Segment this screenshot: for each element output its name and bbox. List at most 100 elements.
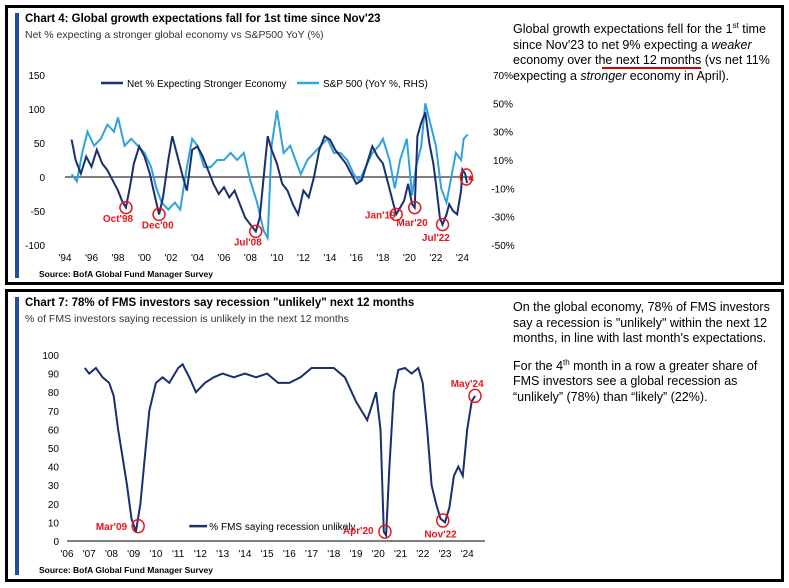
trough-annotation-circle [152,207,166,222]
x-tick-label: '12 [194,549,207,560]
trough-annotation-label: Dec'00 [142,221,174,232]
note-text: economy over the next 12 months [513,53,702,68]
x-tick-label: '19 [350,549,363,560]
annotation-label: May'24 [451,379,484,390]
note-text: Global growth expectations fell for the … [513,22,733,37]
commentary-growth: Global growth expectations fell for the … [513,18,775,92]
trough-annotation-label: Jul'08 [234,238,262,249]
series-line-recession-unlikely [84,362,476,539]
latest-reading-circle [459,168,474,186]
x-tick-label: '15 [261,549,274,560]
trough-annotation-label: Mar'20 [396,218,428,229]
chart-title: Chart 4: Global growth expectations fall… [25,13,381,25]
annotation-circle [468,388,482,404]
annotation-circle [131,518,145,534]
x-tick-label: '10 [149,549,162,560]
trough-annotation-circle [407,200,422,215]
y-right-tick-label: -30% [491,213,514,224]
trough-annotation-label: Jan'19 [365,210,396,221]
series-line-net-stronger [70,112,468,234]
note-text: (vs net 11% expecting a [513,53,770,83]
note-text: , in line with last month's expectations… [554,331,767,345]
chart-source: Source: BofA Global Fund Manager Survey [39,565,213,575]
x-tick-label: '10 [270,253,283,264]
trough-annotation-label: Jul'22 [422,233,450,244]
latest-reading-arrow [468,175,475,181]
chart-subtitle: % of FMS investors saying recession is u… [25,313,349,325]
note-text: month in a row a greater share of FMS in… [513,358,758,404]
x-tick-label: '16 [350,253,363,264]
y-right-tick-label: 70% [493,71,513,82]
y-right-tick-label: 50% [493,99,513,110]
x-tick-label: '12 [297,253,310,264]
x-tick-label: '94 [58,253,71,264]
chart-subtitle: Net % expecting a stronger global econom… [25,29,324,41]
chart-panel-recession: Chart 7: 78% of FMS investors say recess… [5,289,784,582]
x-tick-label: '07 [83,549,96,560]
legend-label-net-stronger: Net % Expecting Stronger Economy [127,79,287,90]
legend-label-recession-unlikely: % FMS saying recession unlikely [209,522,355,533]
x-tick-label: '16 [283,549,296,560]
x-tick-label: '11 [172,549,185,560]
highlighted-text: net 9% expecting a weaker economy over t… [513,38,752,68]
x-tick-label: '04 [191,253,204,264]
trough-annotation-circle [249,224,263,239]
x-tick-label: '18 [376,253,389,264]
x-tick-label: '08 [244,253,257,264]
note-superscript: th [563,357,570,367]
y-left-tick-label: 0 [39,173,45,184]
x-tick-label: '24 [461,549,474,560]
y-right-tick-label: 10% [493,156,513,167]
x-tick-label: '24 [456,253,469,264]
annotation-label: Apr'20 [343,526,374,537]
y-tick-label: 80 [48,388,60,399]
trough-annotation-label: Oct'98 [103,214,134,225]
annotation-label: Nov'22 [424,530,457,541]
note-emphasis: stronger [580,68,627,83]
y-left-tick-label: 150 [28,71,45,82]
annotation-label: Mar'09 [96,522,128,533]
x-tick-label: '02 [164,253,177,264]
x-tick-label: '06 [217,253,230,264]
chart-source: Source: BofA Global Fund Manager Survey [39,269,213,279]
commentary-recession: On the global economy, 78% of FMS invest… [513,300,775,413]
y-tick-label: 70 [48,407,60,418]
y-tick-label: 0 [53,537,59,548]
x-tick-label: '17 [305,549,318,560]
note-text: net 9% expecting a [601,37,712,52]
y-left-tick-label: 50 [34,139,46,150]
y-left-tick-label: 100 [28,105,45,116]
y-tick-label: 20 [48,500,60,511]
legend-label-sp500: S&P 500 (YoY %, RHS) [323,79,428,90]
y-right-tick-label: 30% [493,128,513,139]
x-tick-label: '20 [372,549,385,560]
x-tick-label: '22 [429,253,442,264]
x-tick-label: '09 [127,549,140,560]
y-tick-label: 50 [48,444,60,455]
note-text: For the 4 [513,358,564,373]
y-left-tick-label: -100 [25,241,45,252]
y-tick-label: 40 [48,463,60,474]
growth-chart-plot: 150 100 50 0 -50 -100 70% 50% 30% 10% -10% -30% -50%… [25,71,515,264]
x-tick-label: '14 [323,253,336,264]
x-tick-label: '00 [138,253,151,264]
x-tick-label: '21 [394,549,407,560]
y-tick-label: 60 [48,425,60,436]
x-tick-label: '98 [111,253,124,264]
chart-title: Chart 7: 78% of FMS investors say recess… [25,297,415,309]
x-tick-label: '13 [216,549,229,560]
annotation-circle [436,513,450,528]
y-left-tick-label: -50 [31,207,46,218]
note-text: On the global economy, [513,300,648,314]
note-text: time since Nov'23 to [513,22,766,52]
recession-chart-plot: 1009080706050403020100'06'07'08'09'10'11… [42,351,485,560]
x-tick-label: '14 [238,549,251,560]
y-right-tick-label: -50% [491,241,514,252]
x-tick-label: '20 [403,253,416,264]
y-right-tick-label: -10% [491,184,514,195]
y-tick-label: 10 [48,518,60,529]
y-tick-label: 100 [42,351,59,362]
highlighted-text: 78% of FMS investors say a recession is … [513,300,770,345]
trough-annotation-circle [435,217,450,232]
y-tick-label: 90 [48,370,60,381]
